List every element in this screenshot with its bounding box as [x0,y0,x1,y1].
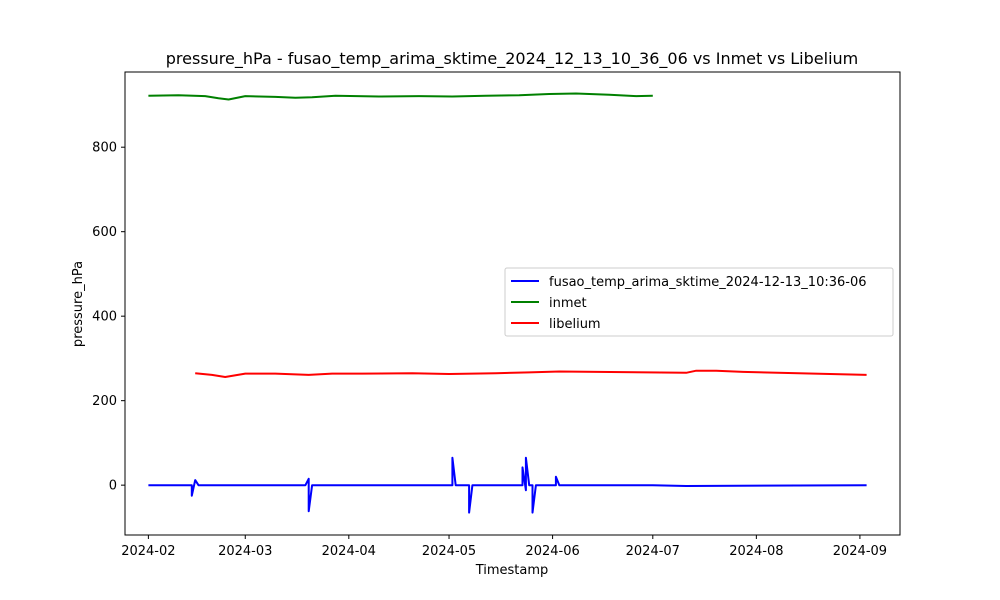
y-axis: 0 200 400 600 800 [92,141,125,494]
y-tick-label: 400 [92,310,117,325]
y-axis-label: pressure_hPa [71,261,86,347]
x-tick-label: 2024-09 [833,544,887,559]
series-line-1 [148,92,653,101]
series-line-0 [148,456,867,514]
x-tick-label: 2024-05 [422,544,476,559]
x-tick-label: 2024-02 [121,544,175,559]
legend-label-fusao: fusao_temp_arima_sktime_2024-12-13_10:36… [549,275,867,290]
y-tick-label: 0 [109,479,117,494]
legend-label-inmet: inmet [549,296,587,311]
series-line-2 [195,369,867,378]
x-axis-label: Timestamp [475,563,549,578]
y-tick-label: 600 [92,225,117,240]
x-tick-label: 2024-03 [218,544,272,559]
chart-title: pressure_hPa - fusao_temp_arima_sktime_2… [166,49,858,69]
plot-area-frame [124,71,901,536]
x-tick-label: 2024-04 [322,544,376,559]
legend-box [504,267,894,337]
x-tick-label: 2024-06 [525,544,579,559]
x-tick-label: 2024-08 [729,544,783,559]
legend-label-libelium: libelium [549,317,601,332]
legend: fusao_temp_arima_sktime_2024-12-13_10:36… [504,267,894,337]
y-tick-label: 200 [92,394,117,409]
y-tick-label: 800 [92,141,117,156]
x-tick-label: 2024-07 [626,544,680,559]
x-axis: 2024-02 2024-03 2024-04 2024-05 2024-06 2024-… [121,535,887,559]
series-layer [148,92,867,514]
